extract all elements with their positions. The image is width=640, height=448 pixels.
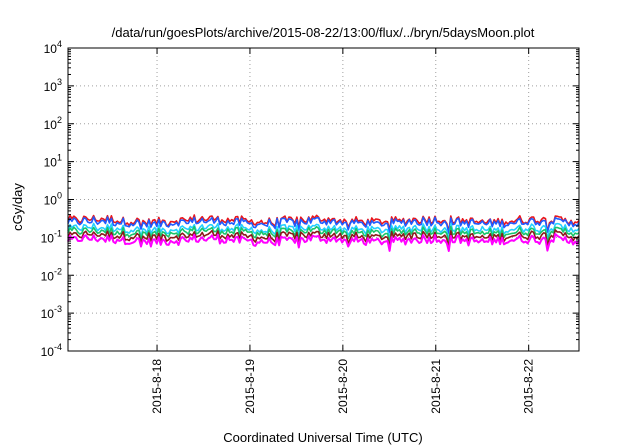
x-tick-label: 2015-8-21: [429, 359, 443, 414]
series-line: [67, 229, 580, 248]
x-tick-label: 2015-8-19: [243, 359, 257, 414]
x-tick-label: 2015-8-22: [522, 359, 536, 414]
y-tick-label: 104: [44, 39, 62, 56]
series-layer: [67, 214, 580, 252]
plot-frame: [67, 47, 580, 352]
series-line: [67, 233, 580, 252]
y-tick-label: 10-4: [41, 342, 62, 359]
x-tick-label: 2015-8-18: [150, 359, 164, 414]
y-tick-label: 10-2: [41, 266, 62, 283]
y-tick-label: 103: [44, 77, 62, 94]
chart-title: /data/run/goesPlots/archive/2015-08-22/1…: [112, 25, 535, 40]
series-line: [67, 222, 580, 242]
series-line: [67, 225, 580, 245]
y-tick-label: 10-3: [41, 304, 62, 321]
y-axis-label: cGy/day: [10, 183, 25, 231]
x-tick-label: 2015-8-20: [336, 359, 350, 414]
x-axis-label: Coordinated Universal Time (UTC): [223, 430, 422, 445]
grid-layer: [68, 48, 579, 351]
y-tick-label: 101: [44, 153, 62, 170]
y-tick-label: 102: [44, 115, 62, 132]
y-tick-label: 100: [44, 191, 62, 208]
series-line: [67, 216, 580, 235]
y-tick-label: 10-1: [41, 228, 62, 245]
series-line: [67, 214, 580, 233]
